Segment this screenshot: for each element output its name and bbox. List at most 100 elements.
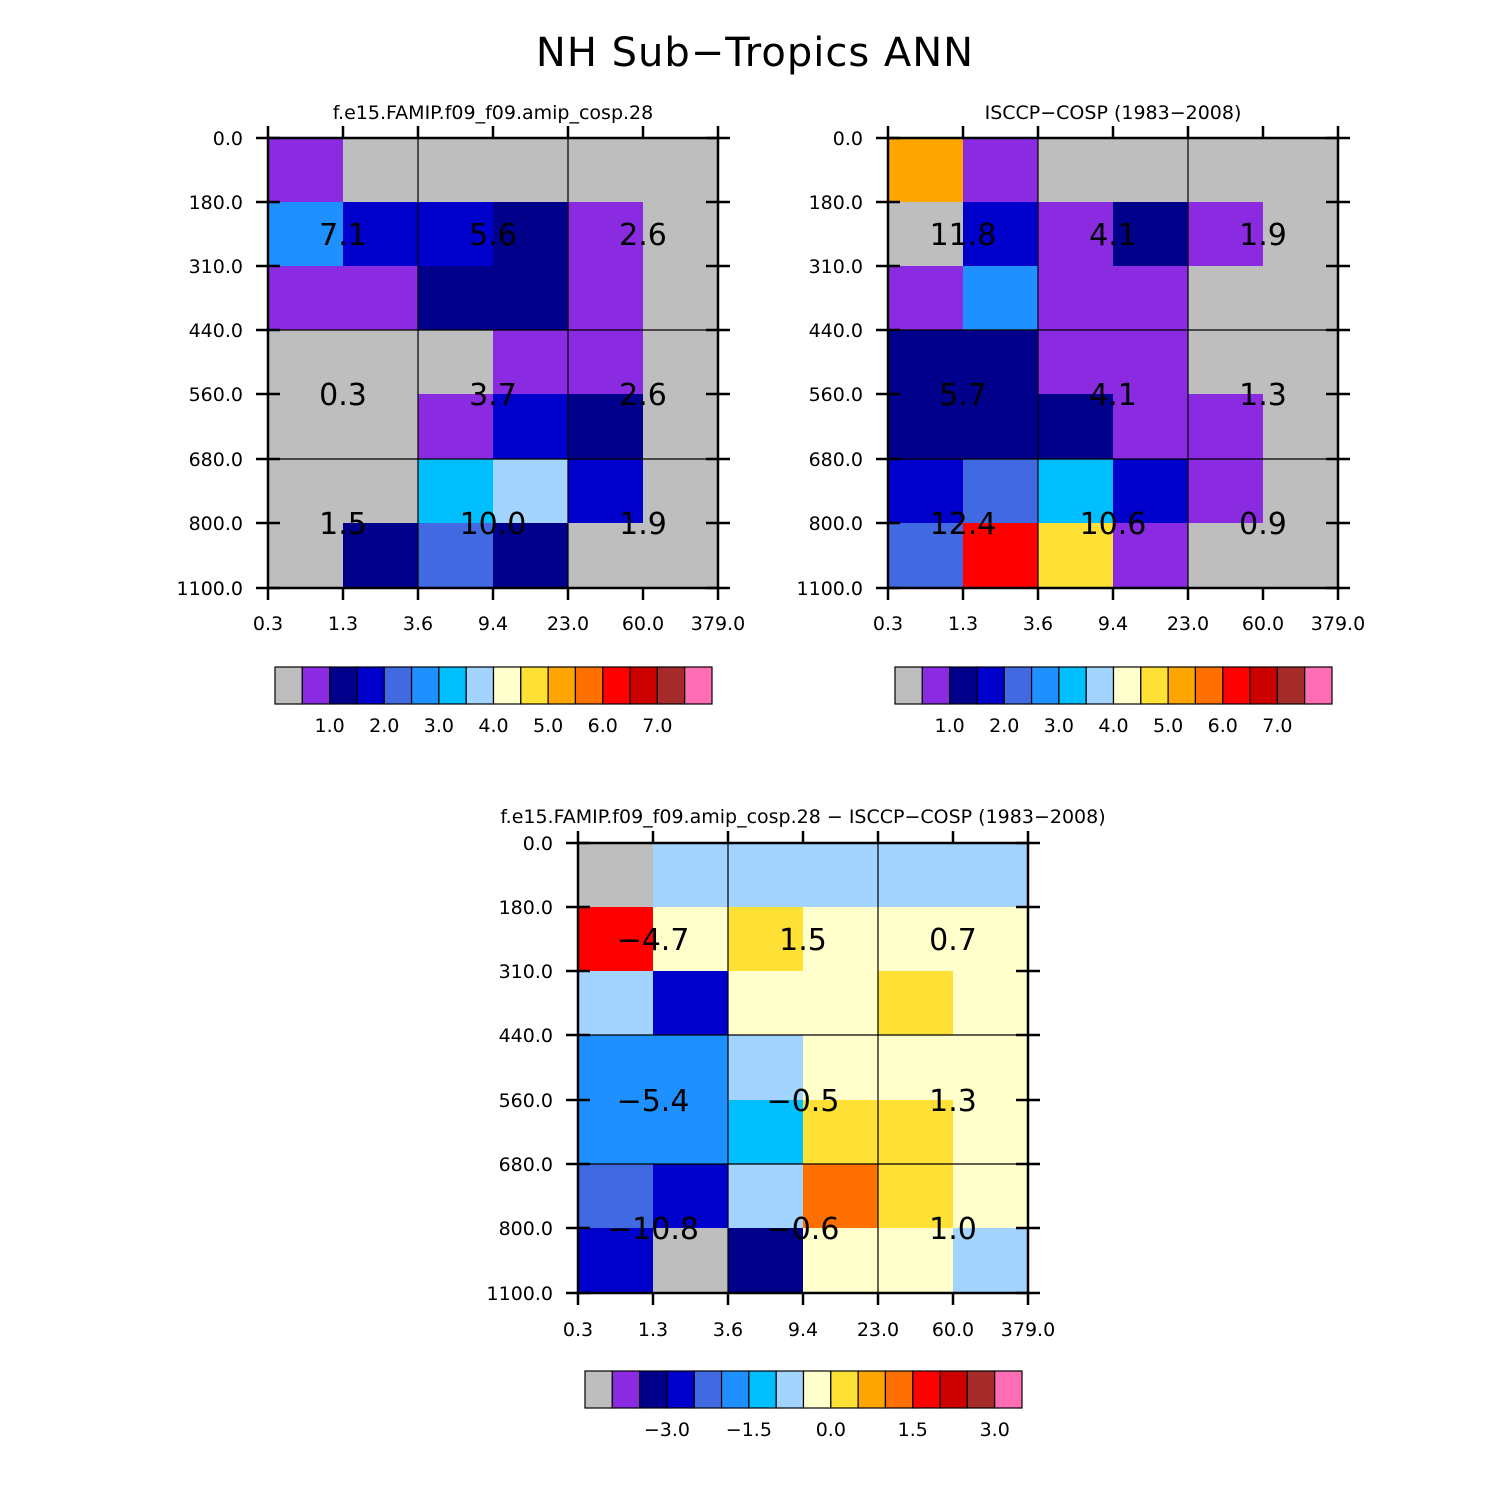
colorbar-swatch (547, 666, 577, 705)
heatmap-cell (953, 843, 1029, 908)
x-tick-label: 1.3 (638, 1319, 668, 1341)
cell-annotation: 1.3 (1239, 378, 1287, 413)
heatmap-cell (578, 971, 654, 1036)
heatmap-cell (643, 266, 719, 331)
colorbar-swatch (921, 666, 951, 705)
heatmap-cell (568, 138, 644, 203)
heatmap-cell (953, 1100, 1029, 1165)
heatmap-cell (803, 843, 879, 908)
heatmap-cell (1038, 459, 1114, 524)
colorbar-label: 3.0 (980, 1419, 1010, 1441)
heatmap-cell (1263, 459, 1339, 524)
cell-annotation: 5.6 (469, 218, 517, 253)
cell-annotation: 0.9 (1239, 507, 1287, 542)
heatmap-cell (343, 523, 419, 589)
x-tick-label: 379.0 (1001, 1319, 1055, 1341)
heatmap-cell (1038, 394, 1114, 460)
colorbar-swatch (894, 666, 923, 705)
heatmap-cell (878, 1100, 954, 1165)
cell-annotation: −10.8 (607, 1212, 699, 1247)
heatmap-cell (1188, 330, 1264, 395)
heatmap-cell (888, 394, 964, 460)
colorbar-swatch (1276, 666, 1306, 705)
heatmap-cell (578, 907, 654, 972)
cell-annotation: 2.6 (619, 218, 667, 253)
y-tick-label: 440.0 (499, 1025, 553, 1047)
colorbar-swatch (884, 1370, 914, 1409)
heatmap-cell (728, 1035, 804, 1101)
cell-annotation: −0.6 (767, 1212, 840, 1247)
heatmap-cell (343, 138, 419, 203)
heatmap-cell (418, 523, 494, 589)
heatmap-cell (1113, 202, 1189, 267)
x-tick-label: 9.4 (788, 1319, 818, 1341)
y-tick-label: 1100.0 (797, 578, 863, 600)
heatmap-cell (953, 907, 1029, 972)
cell-annotation: 4.1 (1089, 218, 1137, 253)
y-tick-label: 0.0 (523, 833, 553, 855)
colorbar-swatch (465, 666, 495, 705)
cell-annotation: 1.3 (929, 1084, 977, 1119)
heatmap-cell (953, 1164, 1029, 1229)
heatmap-cell (643, 330, 719, 395)
heatmap-cell (878, 1035, 954, 1101)
heatmap-cell (653, 1035, 729, 1101)
heatmap-cell (653, 1228, 729, 1294)
colorbar-swatch (574, 666, 604, 705)
heatmap-cell (728, 971, 804, 1036)
colorbar-swatch (1030, 666, 1060, 705)
heatmap-cell (578, 1035, 654, 1101)
heatmap-cell (878, 907, 954, 972)
x-tick-label: 0.3 (253, 613, 283, 635)
y-tick-label: 440.0 (189, 320, 243, 342)
heatmap-cell (643, 394, 719, 460)
heatmap-cell (963, 330, 1039, 395)
colorbar-swatch (830, 1370, 859, 1409)
colorbar-label: 4.0 (1098, 715, 1128, 737)
heatmap-cell (268, 266, 344, 331)
colorbar-label: −3.0 (644, 1419, 690, 1441)
y-tick-label: 180.0 (499, 897, 553, 919)
y-tick-label: 0.0 (833, 128, 863, 150)
colorbar-swatch (656, 666, 686, 705)
x-tick-label: 9.4 (478, 613, 508, 635)
colorbar-swatch (666, 1370, 695, 1409)
x-tick-label: 23.0 (547, 613, 589, 635)
x-tick-label: 23.0 (857, 1319, 899, 1341)
cell-annotation: 4.1 (1089, 378, 1137, 413)
colorbar-swatch (1304, 666, 1333, 705)
heatmap-cell (888, 459, 964, 524)
colorbar-label: 1.5 (898, 1419, 928, 1441)
cell-annotation: 0.3 (319, 378, 367, 413)
heatmap-cell (963, 394, 1039, 460)
heatmap-cell (878, 843, 954, 908)
heatmap-cell (953, 1228, 1029, 1294)
colorbar-swatch (438, 666, 467, 705)
colorbar-swatch (1112, 666, 1142, 705)
heatmap-cell (568, 266, 644, 331)
heatmap-cell (493, 138, 569, 203)
colorbar-swatch (976, 666, 1005, 705)
heatmap-cell (653, 907, 729, 972)
colorbar-swatch (748, 1370, 777, 1409)
colorbar-label: 0.0 (816, 1419, 846, 1441)
colorbar-label: 2.0 (369, 715, 399, 737)
heatmap-cell (803, 971, 879, 1036)
colorbar-swatch (693, 1370, 723, 1409)
heatmap-cell (343, 459, 419, 524)
heatmap-cell (1038, 202, 1114, 267)
y-tick-label: 560.0 (499, 1090, 553, 1112)
y-tick-label: 680.0 (499, 1154, 553, 1176)
y-tick-label: 180.0 (189, 192, 243, 214)
heatmap-cell (343, 330, 419, 395)
heatmap-cell (1113, 394, 1189, 460)
heatmap-cell (963, 523, 1039, 589)
y-tick-label: 800.0 (809, 513, 863, 535)
colorbar-swatch (912, 1370, 941, 1409)
x-tick-label: 379.0 (691, 613, 745, 635)
heatmap-cell (728, 1100, 804, 1165)
colorbar-swatch (939, 1370, 968, 1409)
cell-annotation: 5.7 (939, 378, 987, 413)
heatmap-cell (568, 202, 644, 267)
heatmap-cell (643, 202, 719, 267)
